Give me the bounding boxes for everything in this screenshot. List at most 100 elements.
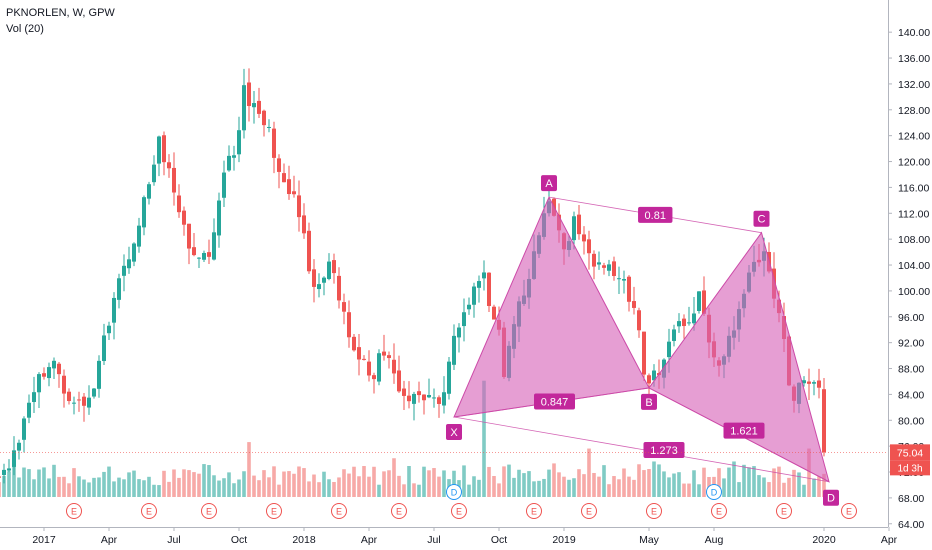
earnings-marker[interactable]: E	[646, 503, 662, 519]
candle-body	[302, 215, 306, 234]
pattern-ratio-1-273[interactable]: 1.273	[643, 442, 685, 459]
candle-body	[492, 306, 496, 320]
volume-bar	[277, 484, 281, 497]
price-tick-label: 96.00	[898, 312, 924, 324]
earnings-marker[interactable]: E	[581, 503, 597, 519]
candle-body	[602, 265, 606, 268]
candle-body	[52, 360, 56, 369]
volume-bar	[572, 478, 576, 497]
volume-bar	[417, 484, 421, 497]
volume-bar	[507, 464, 511, 497]
pattern-ratio-0-81[interactable]: 0.81	[638, 206, 673, 223]
event-markers[interactable]: EEEEEEDEEEEDEEEE	[66, 484, 922, 519]
candle-body	[292, 191, 296, 195]
candle-body	[217, 200, 221, 236]
candle-body	[592, 253, 596, 267]
pattern-point-c[interactable]: C	[753, 210, 770, 227]
volume-bar	[252, 475, 256, 497]
volume-bar	[312, 474, 316, 497]
volume-bar	[747, 467, 751, 497]
pattern-point-b[interactable]: B	[641, 393, 657, 410]
volume-bar	[737, 482, 741, 497]
candle-body	[92, 388, 96, 397]
volume-bar	[482, 380, 486, 497]
candle-body	[627, 276, 631, 302]
volume-bar	[32, 479, 36, 497]
volume-bar	[547, 469, 551, 497]
earnings-marker[interactable]: E	[451, 503, 467, 519]
volume-bars	[0, 380, 826, 497]
pattern-point-d[interactable]: D	[823, 489, 839, 506]
earnings-marker[interactable]: E	[711, 503, 727, 519]
event-circle	[776, 503, 792, 519]
event-letter: E	[846, 507, 852, 517]
volume-indicator-label[interactable]: Vol (20)	[6, 23, 44, 35]
candle-body	[267, 126, 271, 128]
volume-bar	[767, 482, 771, 497]
candle-body	[437, 397, 441, 404]
volume-bar	[797, 472, 801, 497]
symbol-title[interactable]: PKNORLEN, W, GPW	[6, 7, 115, 19]
pattern-ratio-1-621[interactable]: 1.621	[723, 422, 765, 439]
event-circle	[331, 503, 347, 519]
earnings-marker[interactable]: E	[841, 503, 857, 519]
earnings-marker[interactable]: E	[66, 503, 82, 519]
volume-bar	[167, 481, 171, 497]
pattern-ratio-0-847[interactable]: 0.847	[534, 393, 575, 410]
volume-bar	[97, 477, 101, 497]
earnings-marker[interactable]: E	[526, 503, 542, 519]
volume-bar	[557, 472, 561, 497]
event-circle	[446, 484, 462, 500]
volume-bar	[47, 478, 51, 497]
earnings-marker[interactable]: E	[331, 503, 347, 519]
candle-body	[47, 367, 51, 379]
candle-body	[487, 272, 491, 306]
volume-bar	[247, 442, 251, 497]
pattern-point-x-bg	[446, 424, 462, 441]
time-tick-label: 2020	[812, 534, 836, 546]
volume-bar	[387, 470, 391, 497]
price-tick-label: 64.00	[898, 519, 924, 531]
candle-body	[237, 130, 241, 155]
pattern-point-x[interactable]: X	[446, 424, 462, 441]
candle-body	[37, 374, 41, 393]
harmonic-pattern[interactable]: X A B C D 0.81 0.847 1.621 1.273	[446, 175, 839, 506]
candle-body	[817, 380, 821, 388]
candle-body	[337, 275, 341, 301]
earnings-marker[interactable]: E	[266, 503, 282, 519]
volume-bar	[782, 482, 786, 497]
price-tick-label: 84.00	[898, 389, 924, 401]
pattern-point-x-text: X	[450, 427, 458, 439]
pattern-point-a[interactable]: A	[541, 175, 557, 192]
volume-bar	[757, 475, 761, 497]
candle-body	[427, 394, 431, 398]
candle-body	[137, 225, 141, 247]
earnings-marker[interactable]: E	[391, 503, 407, 519]
candle-body	[127, 259, 131, 269]
candle-body	[432, 397, 436, 399]
candle-body	[682, 318, 686, 327]
volume-bar	[227, 472, 231, 497]
candle-body	[617, 278, 621, 280]
earnings-marker[interactable]: E	[776, 503, 792, 519]
volume-bar	[222, 478, 226, 497]
volume-bar	[787, 477, 791, 497]
volume-bar	[317, 482, 321, 497]
volume-bar	[517, 469, 521, 497]
event-letter: E	[71, 507, 77, 517]
pattern-ratio-1-273-text: 1.273	[650, 445, 678, 457]
dividend-marker[interactable]: D	[706, 484, 722, 500]
volume-bar	[497, 483, 501, 497]
pattern-point-a-text: A	[545, 178, 553, 190]
earnings-marker[interactable]: E	[141, 503, 157, 519]
earnings-marker[interactable]: E	[201, 503, 217, 519]
pattern-point-d-bg	[823, 489, 839, 506]
candle-body	[452, 335, 456, 365]
volume-bar	[122, 479, 126, 497]
event-letter: E	[456, 507, 462, 517]
candle-body	[327, 261, 331, 279]
candle-body	[587, 239, 591, 254]
dividend-marker[interactable]: D	[446, 484, 462, 500]
volume-bar	[812, 478, 816, 497]
